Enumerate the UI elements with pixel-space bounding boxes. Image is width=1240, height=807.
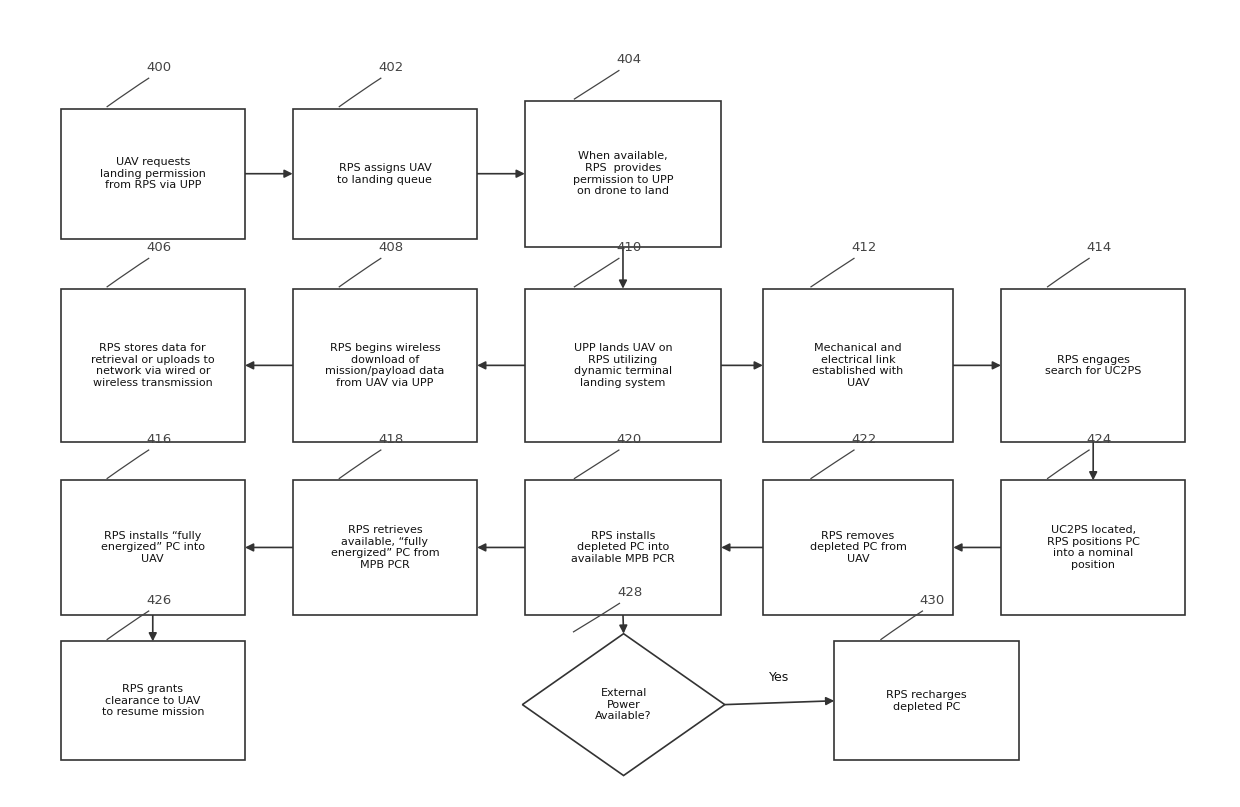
Text: RPS begins wireless
download of
mission/payload data
from UAV via UPP: RPS begins wireless download of mission/… xyxy=(325,343,445,388)
Text: When available,
RPS  provides
permission to UPP
on drone to land: When available, RPS provides permission … xyxy=(573,151,673,196)
Text: RPS recharges
depleted PC: RPS recharges depleted PC xyxy=(887,690,967,712)
Bar xyxy=(525,289,722,442)
Bar xyxy=(525,480,722,615)
Text: 412: 412 xyxy=(852,241,877,254)
Bar xyxy=(763,480,954,615)
Text: 416: 416 xyxy=(146,433,171,445)
Bar xyxy=(835,642,1019,760)
Text: RPS assigns UAV
to landing queue: RPS assigns UAV to landing queue xyxy=(337,163,433,185)
Text: Mechanical and
electrical link
established with
UAV: Mechanical and electrical link establish… xyxy=(812,343,904,388)
Bar xyxy=(293,109,477,239)
Bar xyxy=(293,289,477,442)
Text: 428: 428 xyxy=(616,586,642,599)
Polygon shape xyxy=(522,633,724,776)
Bar xyxy=(1001,289,1185,442)
Text: 430: 430 xyxy=(920,594,945,607)
Text: 424: 424 xyxy=(1086,433,1112,445)
Bar xyxy=(293,480,477,615)
Text: 418: 418 xyxy=(378,433,403,445)
Bar xyxy=(525,101,722,247)
Text: 410: 410 xyxy=(616,241,641,254)
Bar xyxy=(61,480,246,615)
Text: External
Power
Available?: External Power Available? xyxy=(595,688,652,721)
Text: 406: 406 xyxy=(146,241,171,254)
Text: UC2PS located,
RPS positions PC
into a nominal
position: UC2PS located, RPS positions PC into a n… xyxy=(1047,525,1140,570)
Bar xyxy=(61,109,246,239)
Text: 400: 400 xyxy=(146,61,171,74)
Text: RPS installs
depleted PC into
available MPB PCR: RPS installs depleted PC into available … xyxy=(572,531,675,564)
Bar xyxy=(61,642,246,760)
Text: 420: 420 xyxy=(616,433,641,445)
Text: 408: 408 xyxy=(378,241,403,254)
Text: RPS stores data for
retrieval or uploads to
network via wired or
wireless transm: RPS stores data for retrieval or uploads… xyxy=(91,343,215,388)
Text: Yes: Yes xyxy=(769,671,790,684)
Text: 404: 404 xyxy=(616,53,641,66)
Text: 426: 426 xyxy=(146,594,171,607)
Text: 402: 402 xyxy=(378,61,403,74)
Text: RPS installs “fully
energized” PC into
UAV: RPS installs “fully energized” PC into U… xyxy=(100,531,205,564)
Text: 414: 414 xyxy=(1086,241,1112,254)
Bar xyxy=(1001,480,1185,615)
Text: RPS removes
depleted PC from
UAV: RPS removes depleted PC from UAV xyxy=(810,531,906,564)
Text: 422: 422 xyxy=(852,433,877,445)
Text: RPS grants
clearance to UAV
to resume mission: RPS grants clearance to UAV to resume mi… xyxy=(102,684,205,717)
Bar xyxy=(763,289,954,442)
Bar xyxy=(61,289,246,442)
Text: UPP lands UAV on
RPS utilizing
dynamic terminal
landing system: UPP lands UAV on RPS utilizing dynamic t… xyxy=(574,343,672,388)
Text: RPS engages
search for UC2PS: RPS engages search for UC2PS xyxy=(1045,354,1141,376)
Text: RPS retrieves
available, “fully
energized” PC from
MPB PCR: RPS retrieves available, “fully energize… xyxy=(331,525,439,570)
Text: UAV requests
landing permission
from RPS via UPP: UAV requests landing permission from RPS… xyxy=(100,157,206,190)
